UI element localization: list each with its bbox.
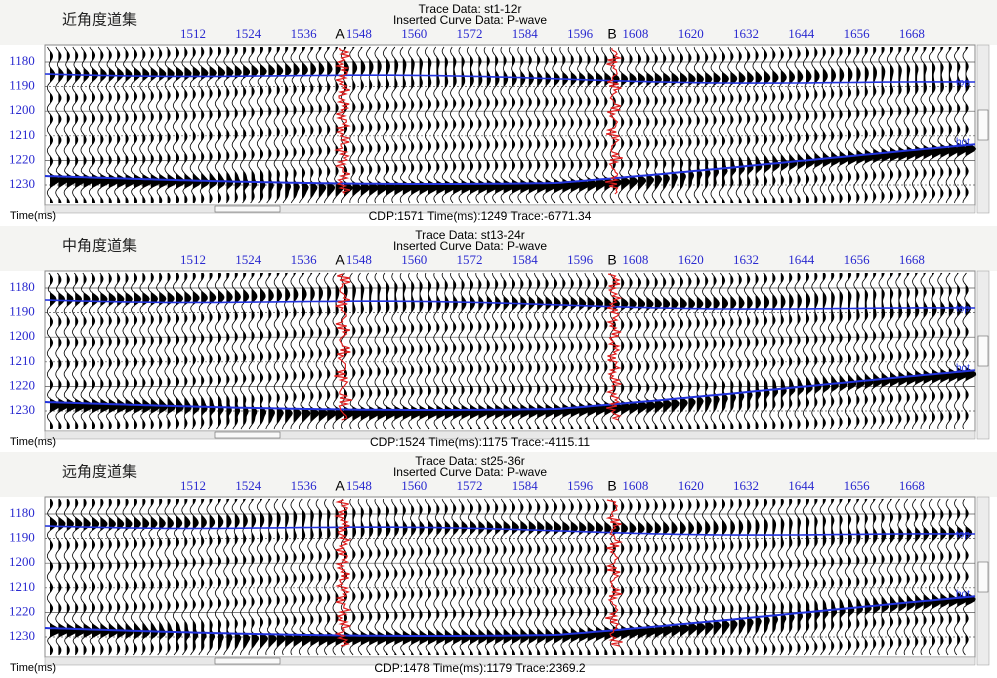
h-scroll-thumb (215, 432, 280, 438)
cdp-label: 1596 (567, 252, 594, 267)
v-scroll-thumb (978, 562, 988, 592)
panel-title: 中角度道集 (62, 237, 137, 255)
well-a-label: A (335, 478, 345, 494)
panel-title: 近角度道集 (62, 11, 137, 29)
cdp-label: 1512 (180, 478, 206, 493)
time-label: 1220 (9, 151, 35, 166)
time-label: 1230 (9, 176, 35, 191)
cdp-label: 1596 (567, 26, 594, 41)
seismic-viewer: 近角度道集Trace Data: st1-12rInserted Curve D… (0, 0, 997, 678)
well-b-label: B (607, 252, 616, 268)
status-text: CDP:1524 Time(ms):1175 Trace:-4115.11 (370, 435, 590, 449)
cdp-label: 1536 (291, 478, 318, 493)
well-b-label: B (607, 26, 616, 42)
cdp-label: 1632 (733, 478, 759, 493)
cdp-label: 1536 (291, 26, 318, 41)
well-a-label: A (335, 252, 345, 268)
cdp-label: 1572 (457, 26, 483, 41)
cdp-label: 1512 (180, 26, 206, 41)
v-scroll-thumb (978, 336, 988, 366)
panel-title: 远角度道集 (62, 463, 137, 481)
cdp-label: 1596 (567, 478, 594, 493)
cdp-label: 1560 (401, 26, 427, 41)
cdp-label: 1620 (678, 26, 704, 41)
v-scroll-thumb (978, 110, 988, 140)
time-label: 1210 (9, 353, 35, 368)
cdp-label: 1584 (512, 252, 539, 267)
cdp-label: 1548 (346, 478, 372, 493)
cdp-label: 1632 (733, 26, 759, 41)
cdp-label: 1668 (899, 252, 925, 267)
time-label: 1180 (9, 505, 35, 520)
time-label: 1210 (9, 127, 35, 142)
time-label: 1230 (9, 628, 35, 643)
cdp-label: 1620 (678, 478, 704, 493)
status-text: CDP:1571 Time(ms):1249 Trace:-6771.34 (369, 209, 592, 223)
cdp-label: 1572 (457, 478, 483, 493)
h-scroll-thumb (215, 658, 280, 664)
cdp-label: 1524 (235, 252, 262, 267)
h-scroll-thumb (215, 206, 280, 212)
time-label: 1230 (9, 402, 35, 417)
time-axis-label: Time(ms) (10, 436, 56, 448)
cdp-label: 1656 (844, 252, 871, 267)
time-label: 1220 (9, 377, 35, 392)
time-label: 1200 (9, 102, 35, 117)
time-label: 1220 (9, 603, 35, 618)
cdp-label: 1536 (291, 252, 318, 267)
horizon-top-label: top (956, 530, 970, 541)
cdp-label: 1572 (457, 252, 483, 267)
cdp-label: 1524 (235, 478, 262, 493)
time-label: 1190 (9, 78, 35, 93)
cdp-label: 1560 (401, 252, 427, 267)
time-axis-label: Time(ms) (10, 210, 56, 222)
time-label: 1200 (9, 328, 35, 343)
time-label: 1190 (9, 530, 35, 545)
panel: 中角度道集Trace Data: st13-24rInserted Curve … (0, 226, 997, 449)
cdp-label: 1668 (899, 26, 925, 41)
horizon-bot-label: bot (956, 363, 970, 374)
cdp-label: 1608 (622, 26, 648, 41)
time-label: 1210 (9, 579, 35, 594)
cdp-label: 1560 (401, 478, 427, 493)
time-label: 1200 (9, 554, 35, 569)
horizon-bot-label: bot (956, 137, 970, 148)
time-label: 1190 (9, 304, 35, 319)
cdp-label: 1584 (512, 26, 539, 41)
panel: 远角度道集Trace Data: st25-36rInserted Curve … (0, 452, 997, 675)
status-text: CDP:1478 Time(ms):1179 Trace:2369.2 (374, 661, 586, 675)
time-label: 1180 (9, 53, 35, 68)
cdp-label: 1608 (622, 478, 648, 493)
cdp-label: 1512 (180, 252, 206, 267)
cdp-label: 1548 (346, 252, 372, 267)
panel: 近角度道集Trace Data: st1-12rInserted Curve D… (0, 0, 997, 223)
cdp-label: 1608 (622, 252, 648, 267)
horizon-top-label: top (956, 78, 970, 89)
horizon-top-label: top (956, 304, 970, 315)
cdp-label: 1644 (788, 26, 815, 41)
cdp-label: 1620 (678, 252, 704, 267)
well-b-label: B (607, 478, 616, 494)
cdp-label: 1668 (899, 478, 925, 493)
cdp-label: 1644 (788, 478, 815, 493)
cdp-label: 1656 (844, 26, 871, 41)
cdp-label: 1524 (235, 26, 262, 41)
cdp-label: 1548 (346, 26, 372, 41)
horizon-bot-label: bot (956, 589, 970, 600)
cdp-label: 1644 (788, 252, 815, 267)
time-label: 1180 (9, 279, 35, 294)
well-a-label: A (335, 26, 345, 42)
cdp-label: 1584 (512, 478, 539, 493)
time-axis-label: Time(ms) (10, 662, 56, 674)
cdp-label: 1656 (844, 478, 871, 493)
cdp-label: 1632 (733, 252, 759, 267)
